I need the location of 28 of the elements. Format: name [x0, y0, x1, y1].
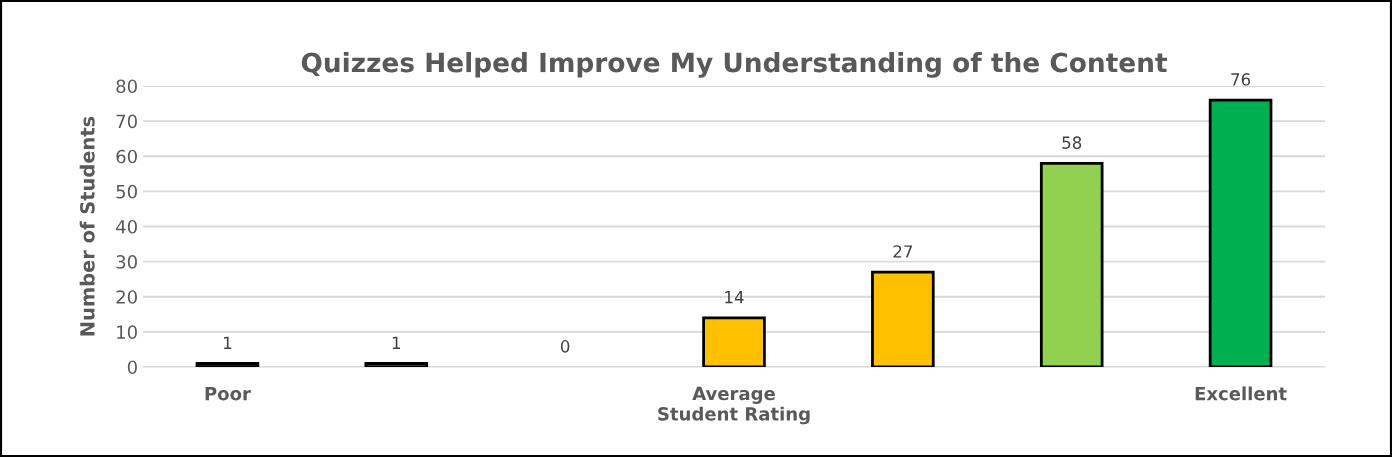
- y-tick-label: 80: [116, 79, 137, 94]
- y-axis-title: Number of Students: [79, 116, 95, 336]
- data-label: 58: [1062, 136, 1082, 149]
- bar: [364, 362, 429, 367]
- data-label: 1: [392, 336, 401, 349]
- y-tick-label: 30: [116, 255, 137, 269]
- data-label: 14: [725, 291, 744, 304]
- y-tick-label: 70: [116, 114, 137, 129]
- x-tick-label: Average: [692, 386, 775, 404]
- data-label: 1: [223, 336, 232, 349]
- bar: [1208, 98, 1273, 367]
- x-tick-label: Excellent: [1195, 386, 1287, 401]
- y-tick-label: 50: [116, 184, 137, 199]
- y-tick-label: 0: [127, 360, 137, 375]
- y-tick-label: 20: [116, 290, 137, 304]
- bar: [195, 362, 260, 367]
- x-axis-title: Student Rating: [658, 406, 810, 425]
- x-tick-label: Poor: [205, 387, 251, 401]
- data-label: 27: [893, 245, 913, 258]
- y-tick-label: 40: [116, 219, 137, 234]
- data-label: 0: [560, 340, 570, 353]
- bar: [702, 316, 766, 367]
- bar: [1039, 161, 1104, 367]
- data-label: 76: [1231, 73, 1251, 86]
- y-tick-label: 60: [116, 149, 137, 164]
- y-tick-label: 10: [117, 325, 137, 339]
- chart-title: Quizzes Helped Improve My Understanding of the Content: [301, 52, 1167, 78]
- bar: [871, 270, 935, 367]
